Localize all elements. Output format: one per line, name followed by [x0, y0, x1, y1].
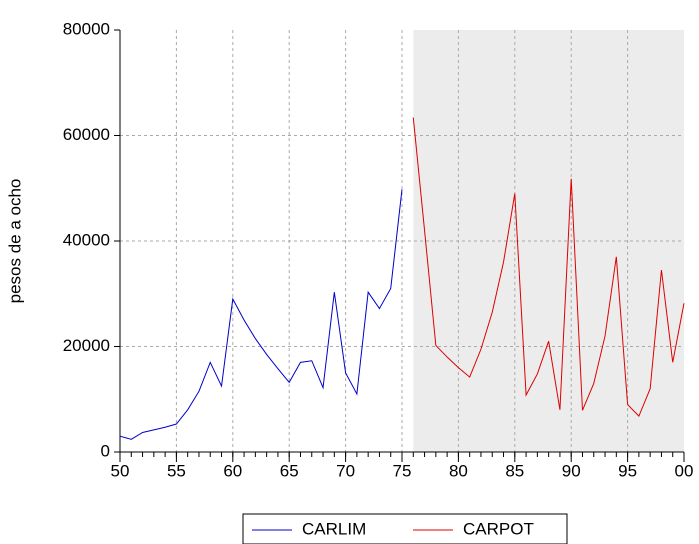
y-axis-label: pesos de a ocho	[5, 179, 24, 304]
y-tick-label: 20000	[63, 336, 110, 355]
x-tick-label: 55	[167, 461, 186, 480]
y-tick-label: 60000	[63, 125, 110, 144]
x-tick-label: 80	[449, 461, 468, 480]
y-tick-label: 40000	[63, 230, 110, 249]
x-tick-label: 00	[675, 461, 694, 480]
x-tick-label: 65	[280, 461, 299, 480]
series-line	[119, 189, 403, 440]
x-tick-label: 70	[336, 461, 355, 480]
x-tick-label: 60	[223, 461, 242, 480]
legend-label: CARLIM	[302, 519, 366, 538]
series-line	[412, 117, 685, 418]
x-tick-label: 90	[562, 461, 581, 480]
x-tick-label: 85	[505, 461, 524, 480]
legend-box	[242, 513, 568, 544]
x-tick-label: 95	[618, 461, 637, 480]
y-tick-label: 0	[101, 441, 110, 460]
y-tick-label: 80000	[63, 19, 110, 38]
legend-label: CARPOT	[463, 519, 534, 538]
x-tick-label: 50	[111, 461, 130, 480]
x-tick-label: 75	[393, 461, 412, 480]
